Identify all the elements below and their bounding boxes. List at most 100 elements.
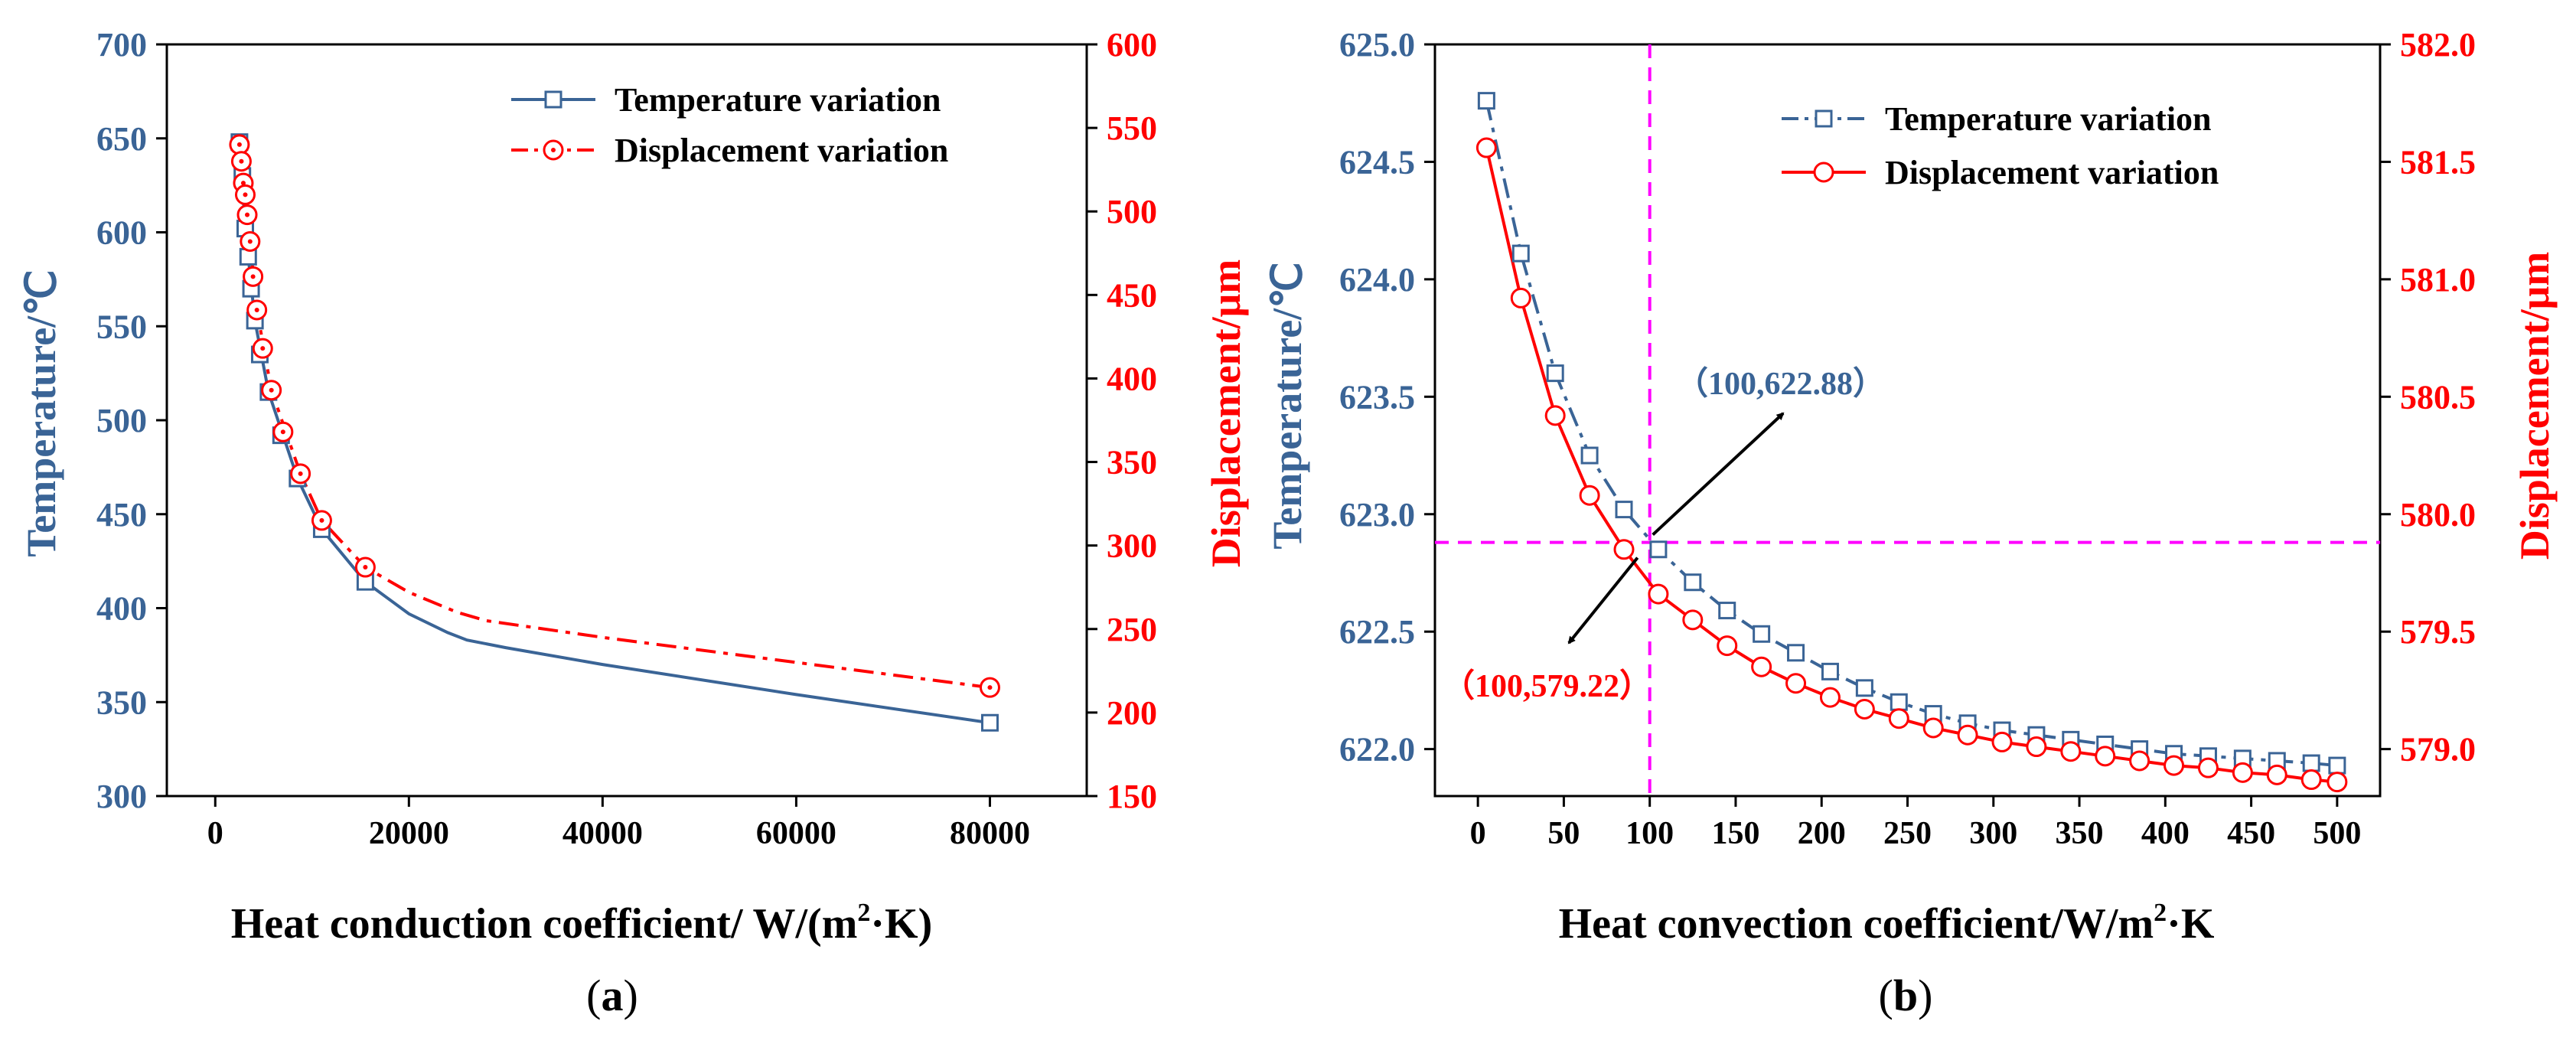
displacement-point-b-13	[1922, 717, 1944, 739]
legend-marker-displacement-a-dot	[551, 148, 556, 152]
temperature-point-b-8	[1753, 625, 1771, 643]
y-left-tick-label-b-5: 624.5	[1339, 143, 1415, 181]
x-tick-label-a-3: 60000	[756, 816, 836, 851]
x-tick-label-a-0: 0	[207, 816, 223, 851]
ylabel-right-b: Displacement/μm	[2512, 252, 2558, 560]
displacement-point-b-3	[1579, 485, 1600, 506]
x-tick-label-b-0: 0	[1470, 816, 1486, 851]
y-right-tick-label-a-9: 600	[1107, 26, 1157, 64]
y-left-tick-label-a-6: 600	[96, 214, 147, 252]
displacement-point-a-3-dot	[243, 192, 248, 197]
annotation-arrow-temperature-b	[1652, 412, 1785, 537]
y-right-tick-label-a-7: 500	[1107, 193, 1157, 230]
y-right-tick-label-b-2: 580.0	[2400, 496, 2476, 534]
y-left-tick-label-b-0: 622.0	[1339, 731, 1415, 769]
x-tick-label-b-7: 350	[2056, 816, 2104, 851]
temperature-point-b-24	[2302, 754, 2320, 772]
displacement-point-b-0	[1475, 137, 1497, 158]
annotation-temperature-b: （100,622.88）	[1676, 366, 1885, 402]
x-tick-label-b-2: 100	[1625, 816, 1674, 851]
displacement-point-b-14	[1957, 724, 1978, 746]
y-left-tick-label-a-8: 700	[96, 26, 147, 64]
x-tick-label-a-2: 40000	[562, 816, 643, 851]
x-tick-label-b-5: 250	[1883, 816, 1932, 851]
displacement-point-b-10	[1819, 687, 1841, 708]
displacement-point-b-4	[1613, 539, 1635, 560]
y-left-tick-label-a-4: 500	[96, 402, 147, 439]
displacement-point-a-0-dot	[236, 142, 242, 147]
ylabel-left-b: Temperature/℃	[1264, 262, 1310, 550]
ylabel-left-a: Temperature/℃	[18, 269, 64, 557]
y-right-tick-label-b-5: 581.5	[2400, 143, 2476, 181]
displacement-point-b-2	[1544, 405, 1566, 426]
temperature-point-b-3	[1580, 446, 1599, 465]
y-left-tick-label-a-3: 450	[96, 496, 147, 534]
displacement-point-a-10-dot	[280, 429, 285, 435]
y-right-tick-label-b-3: 580.5	[2400, 378, 2476, 416]
displacement-point-b-1	[1510, 287, 1531, 308]
x-tick-label-a-4: 80000	[950, 816, 1030, 851]
legend-label-temperature-a: Temperature variation	[615, 81, 941, 119]
temperature-point-b-2	[1546, 364, 1564, 383]
y-left-tick-label-a-2: 400	[96, 590, 147, 628]
annotation-displacement-b: （100,579.22）	[1443, 668, 1652, 704]
panel-label-a: (a)	[586, 971, 638, 1020]
y-left-tick-label-b-4: 624.0	[1339, 261, 1415, 299]
temperature-point-b-10	[1821, 662, 1839, 680]
y-right-tick-label-a-4: 350	[1107, 444, 1157, 481]
xlabel-a: Heat conduction coefficient/ W/(m2·K)	[231, 899, 932, 948]
y-right-tick-label-a-8: 550	[1107, 109, 1157, 147]
temperature-point-b-6	[1684, 573, 1702, 592]
temperature-point-b-25	[2328, 756, 2346, 775]
legend-marker-displacement-b	[1813, 162, 1834, 183]
temperature-point-b-4	[1615, 501, 1633, 519]
x-tick-label-b-4: 200	[1798, 816, 1846, 851]
temperature-point-b-11	[1855, 679, 1873, 697]
displacement-point-b-18	[2095, 746, 2116, 767]
legend-label-displacement-a: Displacement variation	[615, 132, 948, 169]
temperature-point-b-1	[1511, 244, 1530, 263]
displacement-point-b-19	[2129, 750, 2150, 772]
y-left-tick-label-b-3: 623.5	[1339, 378, 1415, 416]
displacement-point-b-11	[1854, 698, 1875, 720]
displacement-point-a-13-dot	[363, 565, 368, 570]
temperature-point-b-9	[1787, 644, 1805, 662]
displacement-point-a-8-dot	[260, 346, 266, 351]
y-left-tick-label-a-1: 350	[96, 684, 147, 721]
y-right-tick-label-a-6: 450	[1107, 276, 1157, 314]
y-left-tick-label-a-0: 300	[96, 778, 147, 815]
temperature-line-b	[1485, 100, 2338, 768]
ylabel-right-a: Displacement/μm	[1203, 259, 1249, 568]
temperature-line-a	[237, 142, 990, 725]
y-right-tick-label-a-2: 250	[1107, 611, 1157, 648]
displacement-point-b-12	[1888, 708, 1909, 729]
y-right-tick-label-b-4: 581.0	[2400, 261, 2476, 299]
displacement-point-b-25	[2327, 772, 2348, 793]
x-tick-label-b-8: 400	[2141, 816, 2190, 851]
displacement-point-a-6-dot	[250, 274, 256, 279]
y-left-tick-label-a-5: 550	[96, 308, 147, 345]
displacement-point-a-2-dot	[240, 181, 246, 186]
x-tick-label-b-3: 150	[1711, 816, 1759, 851]
y-left-tick-label-b-6: 625.0	[1339, 26, 1415, 64]
temperature-point-b-12	[1890, 693, 1908, 711]
y-left-tick-label-b-2: 623.0	[1339, 496, 1415, 534]
displacement-point-b-17	[2060, 741, 2082, 762]
temperature-point-b-5	[1649, 540, 1668, 559]
displacement-point-b-21	[2197, 757, 2219, 778]
x-tick-label-b-10: 500	[2313, 816, 2361, 851]
y-right-tick-label-a-0: 150	[1107, 778, 1157, 815]
y-right-tick-label-b-0: 579.0	[2400, 731, 2476, 769]
displacement-point-a-7-dot	[254, 307, 259, 312]
panel-label-b: (b)	[1879, 971, 1933, 1020]
displacement-point-a-12-dot	[319, 517, 324, 523]
displacement-point-b-9	[1785, 673, 1807, 694]
y-right-tick-label-b-6: 582.0	[2400, 26, 2476, 64]
displacement-point-b-22	[2232, 762, 2253, 783]
displacement-point-b-5	[1648, 583, 1669, 605]
xlabel-b: Heat convection coefficient/W/m2·K	[1559, 899, 2215, 948]
temperature-point-a-12	[980, 713, 999, 732]
displacement-point-a-9-dot	[269, 387, 274, 393]
displacement-point-b-15	[1991, 731, 2013, 752]
